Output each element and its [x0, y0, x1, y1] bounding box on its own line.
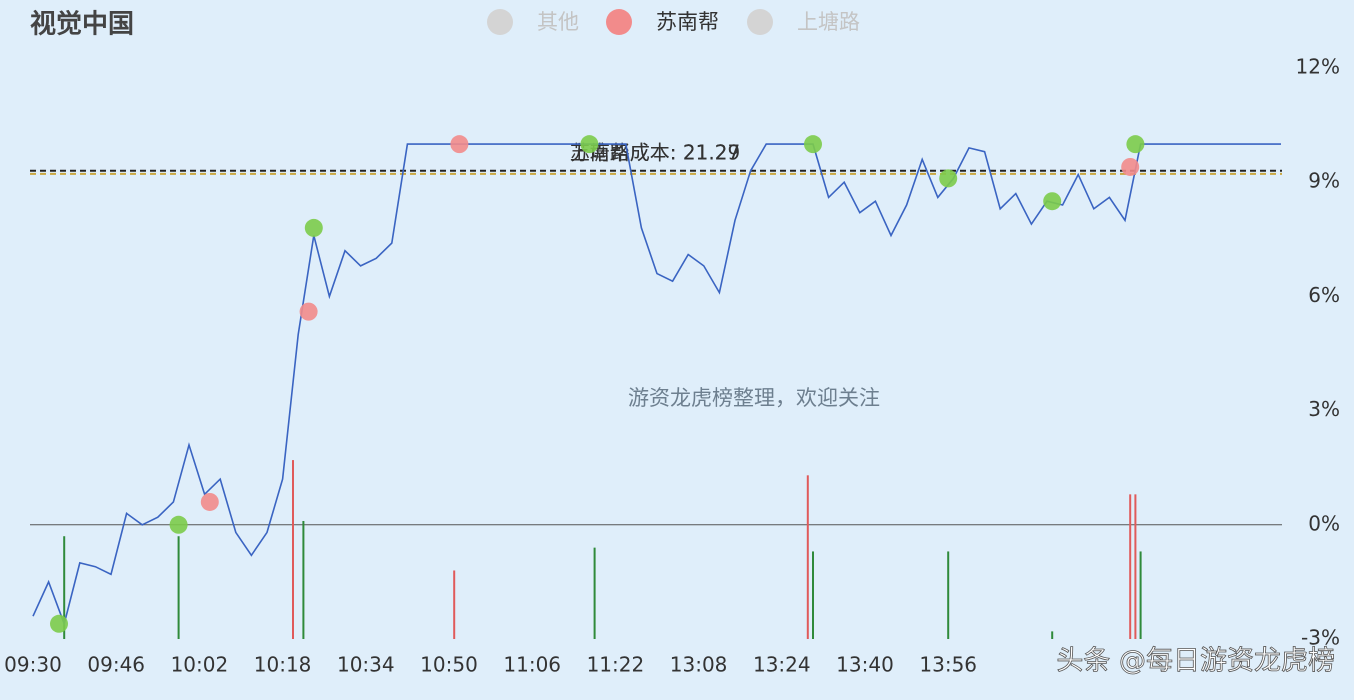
- y-tick-label: 12%: [1296, 55, 1340, 79]
- volume-bar: [1139, 551, 1142, 639]
- volume-bar: [593, 547, 596, 639]
- x-tick-label: 10:02: [171, 653, 229, 677]
- volume-bar: [806, 475, 809, 639]
- volume-bar: [1129, 494, 1132, 639]
- legend-label[interactable]: 上塘路: [797, 10, 860, 34]
- y-tick-label: 9%: [1308, 169, 1340, 193]
- volume-bar: [947, 551, 950, 639]
- x-tick-label: 13:24: [753, 653, 811, 677]
- trade-marker: [1043, 192, 1062, 211]
- volume-bar: [177, 536, 180, 639]
- x-tick-label: 11:06: [503, 653, 561, 677]
- watermark: 游资龙虎榜整理，欢迎关注: [628, 386, 880, 410]
- volume-bar: [1051, 631, 1054, 639]
- x-tick-label: 10:18: [254, 653, 312, 677]
- footer-watermark: 头条 @每日游资龙虎榜: [1056, 646, 1335, 677]
- legend-swatch[interactable]: [747, 9, 773, 35]
- trade-marker: [200, 492, 219, 511]
- x-tick-label: 11:22: [587, 653, 645, 677]
- volume-bar: [292, 460, 294, 639]
- trade-marker: [450, 135, 469, 154]
- trade-marker: [1126, 135, 1145, 154]
- volume-bar: [1134, 494, 1137, 639]
- y-tick-label: 6%: [1308, 283, 1340, 307]
- legend-label[interactable]: 苏南帮: [656, 10, 719, 34]
- x-tick-label: 09:30: [4, 653, 62, 677]
- chart-title: 视觉中国: [30, 10, 134, 40]
- trade-marker: [580, 135, 599, 154]
- trade-marker: [169, 515, 188, 534]
- x-tick-label: 13:56: [919, 653, 977, 677]
- x-tick-label: 13:08: [670, 653, 728, 677]
- y-tick-label: -3%: [1301, 626, 1340, 650]
- x-tick-label: 10:50: [420, 653, 478, 677]
- trade-marker: [804, 135, 822, 154]
- x-tick-label: 13:40: [836, 653, 894, 677]
- legend-label[interactable]: 其他: [537, 10, 579, 34]
- trade-marker: [304, 218, 323, 237]
- volume-bar: [812, 551, 814, 639]
- y-tick-label: 3%: [1308, 397, 1340, 421]
- trade-marker: [50, 614, 68, 633]
- trade-marker: [299, 302, 318, 321]
- x-tick-label: 10:34: [337, 653, 395, 677]
- legend-swatch[interactable]: [606, 9, 632, 35]
- y-tick-label: 0%: [1308, 511, 1340, 535]
- legend-swatch[interactable]: [487, 9, 513, 35]
- volume-bar: [63, 536, 66, 639]
- volume-bar: [453, 570, 456, 639]
- price-line: [32, 143, 1281, 627]
- x-tick-label: 09:46: [87, 653, 145, 677]
- trade-marker: [939, 169, 958, 188]
- volume-bar: [302, 520, 305, 639]
- trade-marker: [1121, 157, 1140, 176]
